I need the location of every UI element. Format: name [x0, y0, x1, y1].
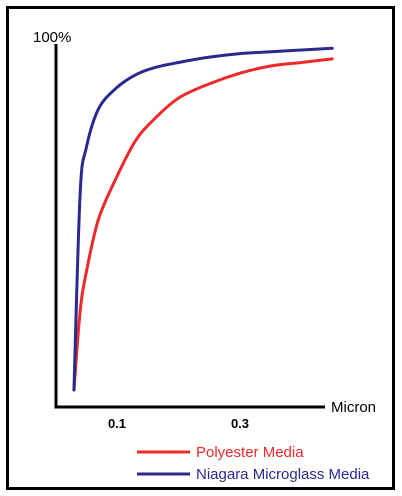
y-axis-label: 100%	[33, 29, 71, 46]
series-group	[72, 46, 334, 392]
legend: Polyester Media Niagara Microglass Media	[137, 444, 370, 483]
legend-label-niagara: Niagara Microglass Media	[196, 466, 370, 483]
x-axis-label: Micron	[331, 399, 376, 416]
x-tick-label-1: 0.3	[231, 416, 249, 431]
legend-label-polyester: Polyester Media	[196, 444, 304, 461]
series-line-polyester	[72, 57, 334, 392]
x-tick-label-0: 0.1	[108, 416, 126, 431]
series-line-niagara	[72, 46, 334, 392]
